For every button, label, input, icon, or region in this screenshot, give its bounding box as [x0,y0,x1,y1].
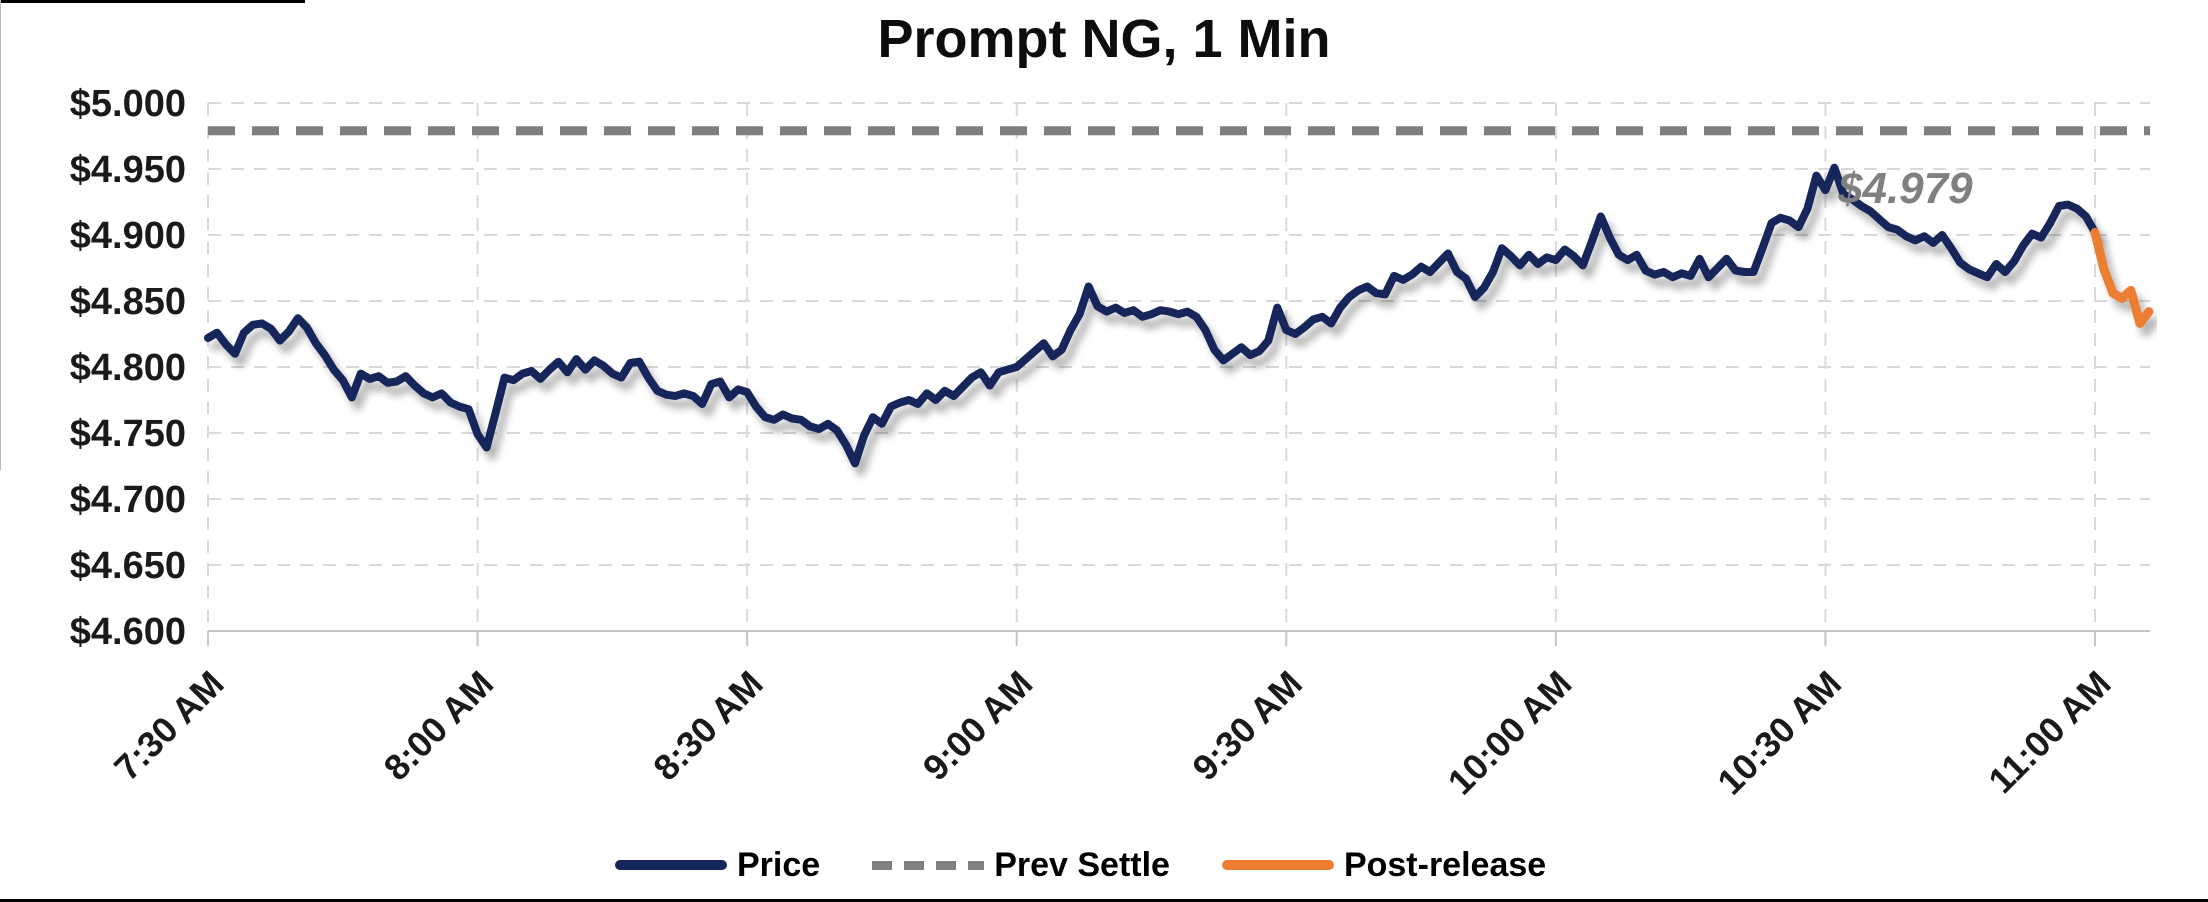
x-axis-label: 9:30 AM [1184,663,1310,789]
price-polyline [204,163,2099,468]
x-axis-label: 8:30 AM [645,663,771,789]
y-axis-label: $4.800 [70,347,186,389]
y-axis-label: $4.900 [70,215,186,257]
chart-title: Prompt NG, 1 Min [877,9,1330,69]
y-axis-label: $4.650 [70,545,186,587]
price-line [204,163,2099,468]
legend-label-prev-settle: Prev Settle [994,846,1170,884]
y-axis-label: $4.600 [70,611,186,653]
y-axis-label: $4.950 [70,149,186,191]
x-axis-label: 10:30 AM [1709,663,1849,803]
legend-label-price: Price [737,846,821,884]
post-release-line [2090,227,2154,328]
legend-item-prev-settle: Prev Settle [872,848,1170,882]
y-axis-label: $4.700 [70,479,186,521]
legend-item-post-release: Post-release [1221,846,1547,884]
y-axis-label: $4.750 [70,413,186,455]
x-axis-label: 8:00 AM [376,663,502,789]
x-axis-label: 9:00 AM [915,663,1041,789]
post-release-line-swatch [1221,860,1334,870]
prev-settle-annotation: $4.979 [1837,164,1973,213]
legend: Price Prev Settle Post-release [615,843,1546,887]
x-axis-label: 7:30 AM [106,663,232,789]
window-edge-top [0,0,305,3]
gridlines [207,102,2150,632]
x-axis-label: 11:00 AM [1980,663,2118,801]
x-axis-labels: 7:30 AM 8:00 AM 8:30 AM 9:00 AM 9:30 AM 10:00… [106,663,2119,803]
post-release-polyline [2090,227,2154,328]
y-axis-label: $4.850 [70,281,186,323]
y-axis-labels: $5.000 $4.950 $4.900 $4.850 $4.800 $4.750 $4.7… [70,83,186,653]
legend-item-price: Price [615,848,820,882]
y-axis-label: $5.000 [70,83,186,125]
window-edge-bottom [0,899,2208,902]
x-axis-label: 10:00 AM [1440,663,1580,803]
price-line-swatch [615,860,727,870]
window-edge-left [0,0,1,470]
prev-settle-dashed-swatch [872,860,985,870]
legend-label-post-release: Post-release [1343,846,1547,884]
x-axis-line [207,630,2150,646]
